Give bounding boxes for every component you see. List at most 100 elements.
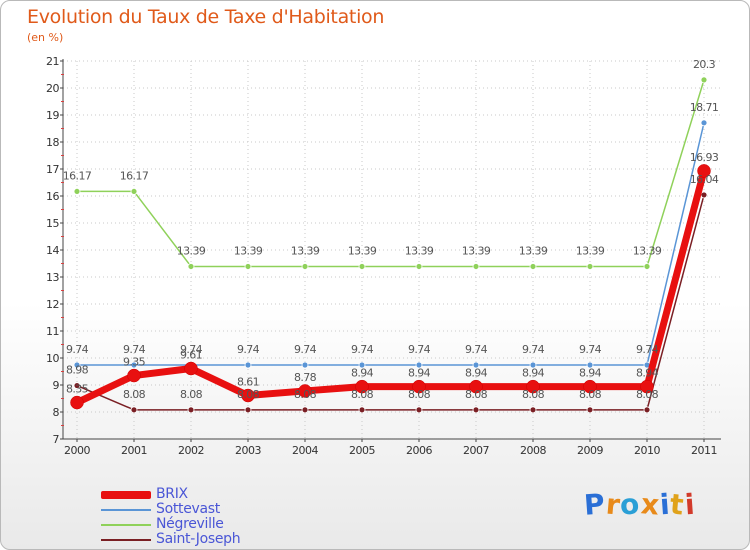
data-label: 8.35 (66, 383, 89, 396)
data-point (472, 263, 480, 270)
data-point (472, 406, 480, 414)
data-label: 16.17 (63, 169, 92, 182)
y-tick-label: 9 (53, 379, 60, 392)
data-label: 13.39 (576, 244, 605, 257)
data-point (412, 379, 426, 394)
data-label: 9.74 (579, 343, 602, 356)
chart-title: Evolution du Taux de Taxe d'Habitation (27, 6, 385, 28)
data-point (358, 406, 366, 414)
brand-letter: P (582, 487, 607, 522)
data-label: 8.08 (294, 388, 317, 401)
y-tick-label: 7 (53, 433, 60, 446)
data-label: 8.94 (636, 367, 659, 380)
data-point (586, 263, 594, 270)
data-label: 9.74 (237, 343, 260, 356)
data-point (187, 406, 195, 414)
data-label: 16.17 (120, 169, 149, 182)
x-tick-label: 2001 (121, 444, 147, 457)
data-point (127, 368, 141, 383)
series-line-brix (73, 167, 708, 407)
data-point (700, 191, 708, 199)
data-point (70, 395, 84, 410)
data-point (358, 361, 366, 369)
data-point (298, 384, 312, 398)
data-point (73, 188, 81, 195)
x-tick-label: 2003 (235, 444, 261, 457)
x-tick-label: 2010 (634, 444, 660, 457)
data-label: 13.39 (234, 244, 263, 257)
y-tick-label: 8 (53, 406, 60, 419)
data-point (244, 406, 252, 414)
data-point (643, 406, 651, 414)
y-tick-label: 11 (46, 325, 59, 338)
data-label: 8.94 (579, 367, 602, 380)
data-point (187, 263, 195, 270)
data-label: 8.78 (294, 371, 317, 384)
data-label: 9.74 (636, 343, 659, 356)
data-label: 9.74 (180, 343, 203, 356)
data-point (244, 263, 252, 270)
data-point (529, 361, 537, 369)
data-label: 8.08 (237, 388, 260, 401)
data-label: 8.98 (66, 364, 89, 377)
x-tick-label: 2008 (520, 444, 546, 457)
data-point (301, 361, 309, 369)
data-point (529, 263, 537, 270)
data-point (469, 379, 483, 394)
x-tick-label: 2006 (406, 444, 432, 457)
chart-subtitle: (en %) (27, 31, 64, 44)
series-line-saint-joseph (76, 194, 705, 411)
x-tick-label: 2004 (292, 444, 318, 457)
series-line-sottevast (76, 122, 705, 366)
legend-label: BRIX (156, 486, 188, 502)
data-label: 13.39 (519, 244, 548, 257)
data-point (241, 388, 255, 403)
data-label: 13.39 (633, 244, 662, 257)
data-point (586, 406, 594, 414)
data-label: 9.74 (522, 343, 545, 356)
x-tick-label: 2000 (64, 444, 90, 457)
legend-swatch (101, 524, 151, 526)
data-label: 8.08 (465, 388, 488, 401)
data-label: 13.39 (177, 244, 206, 257)
data-label: 8.08 (579, 388, 602, 401)
legend-label: Négreville (156, 516, 224, 532)
brand-letter: x (639, 487, 662, 522)
data-point (73, 361, 81, 369)
data-point (700, 76, 708, 84)
legend-swatch (101, 509, 151, 511)
data-point (415, 263, 423, 270)
data-label: 8.08 (408, 388, 431, 401)
y-tick-label: 19 (46, 109, 59, 122)
proxiti-logo: Proxiti (582, 487, 697, 522)
data-point (586, 361, 594, 369)
data-point (415, 361, 423, 369)
data-label: 16.93 (690, 151, 719, 164)
data-point (526, 379, 540, 394)
brand-letter: o (619, 487, 642, 522)
data-point (640, 379, 654, 394)
data-label: 16.04 (690, 173, 719, 186)
data-point (73, 382, 81, 389)
y-tick-label: 20 (46, 82, 59, 95)
data-label: 9.74 (408, 343, 431, 356)
y-tick-label: 18 (46, 136, 59, 149)
data-point (415, 406, 423, 414)
x-tick-label: 2005 (349, 444, 375, 457)
data-point (184, 361, 198, 376)
data-label: 8.94 (351, 367, 374, 380)
data-point (130, 361, 138, 369)
y-tick-label: 12 (46, 298, 59, 311)
data-point (355, 379, 369, 394)
y-tick-label: 17 (46, 163, 59, 176)
data-label: 8.61 (237, 376, 259, 389)
data-label: 8.94 (522, 367, 545, 380)
data-label: 9.74 (123, 343, 146, 356)
data-label: 8.08 (636, 388, 659, 401)
data-point (472, 361, 480, 369)
data-point (700, 119, 708, 127)
data-point (529, 406, 537, 414)
y-tick-label: 15 (46, 217, 59, 230)
legend-swatch (101, 491, 151, 499)
